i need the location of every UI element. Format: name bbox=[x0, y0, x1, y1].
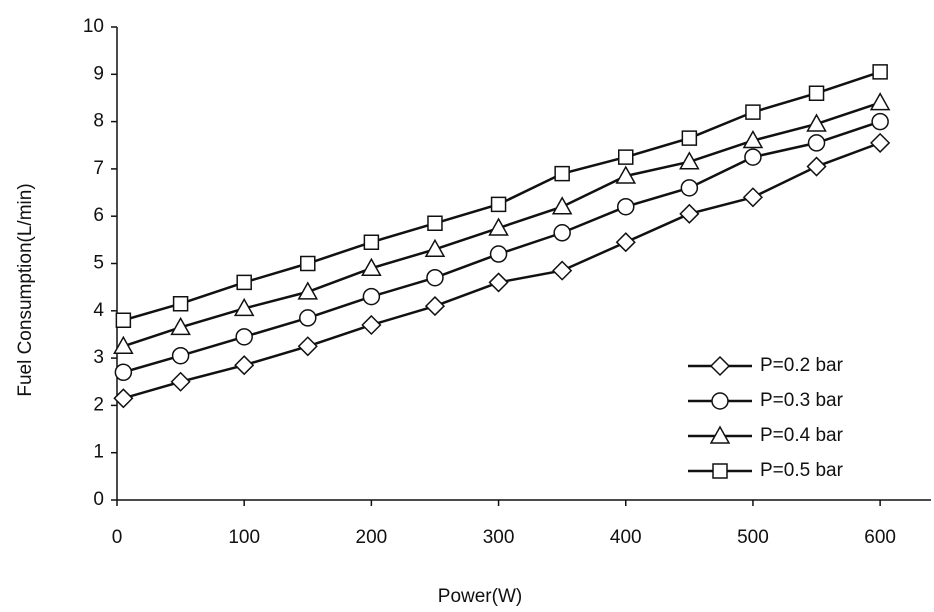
y-tick-label: 6 bbox=[93, 205, 104, 226]
marker bbox=[745, 104, 761, 120]
marker bbox=[488, 272, 509, 293]
marker bbox=[424, 238, 446, 258]
marker bbox=[490, 196, 507, 213]
marker bbox=[488, 217, 509, 236]
legend-marker bbox=[709, 355, 731, 377]
x-tick-label: 300 bbox=[483, 527, 515, 548]
marker bbox=[742, 129, 764, 149]
y-tick-label: 5 bbox=[93, 253, 104, 274]
marker bbox=[869, 92, 891, 111]
marker bbox=[361, 314, 382, 336]
marker bbox=[618, 149, 634, 165]
marker bbox=[171, 346, 190, 365]
marker bbox=[235, 328, 253, 346]
y-tick-label: 10 bbox=[83, 16, 104, 37]
marker bbox=[172, 295, 189, 312]
marker bbox=[617, 197, 635, 216]
legend-marker bbox=[711, 392, 729, 410]
marker bbox=[615, 232, 636, 253]
y-tick-label: 7 bbox=[93, 158, 104, 179]
marker bbox=[807, 134, 826, 152]
marker bbox=[806, 156, 827, 177]
marker bbox=[489, 245, 508, 263]
legend-marker bbox=[712, 463, 728, 479]
x-tick-label: 0 bbox=[112, 527, 123, 548]
legend-label: P=0.5 bar bbox=[760, 460, 844, 481]
marker bbox=[552, 260, 573, 281]
marker bbox=[679, 151, 700, 170]
marker bbox=[744, 148, 762, 166]
legend-label: P=0.3 bar bbox=[760, 390, 844, 411]
marker bbox=[742, 187, 763, 208]
marker bbox=[300, 255, 316, 272]
x-tick-label: 500 bbox=[737, 527, 769, 548]
marker bbox=[170, 316, 191, 336]
marker bbox=[363, 234, 380, 250]
legend-label: P=0.4 bar bbox=[760, 425, 844, 446]
x-tick-label: 200 bbox=[356, 527, 388, 548]
marker bbox=[427, 215, 443, 232]
marker bbox=[297, 336, 318, 357]
marker bbox=[297, 281, 319, 300]
marker bbox=[113, 388, 134, 409]
y-tick-label: 9 bbox=[93, 63, 104, 84]
marker bbox=[808, 85, 825, 101]
x-axis-label: Power(W) bbox=[438, 586, 522, 607]
y-tick-label: 8 bbox=[93, 111, 104, 132]
marker bbox=[114, 363, 133, 382]
marker bbox=[679, 203, 700, 224]
marker bbox=[554, 165, 570, 182]
y-tick-label: 0 bbox=[93, 489, 104, 510]
marker bbox=[871, 112, 889, 131]
marker bbox=[806, 113, 827, 132]
y-tick-label: 2 bbox=[93, 394, 104, 415]
marker bbox=[170, 371, 191, 392]
y-tick-label: 4 bbox=[93, 300, 104, 321]
marker bbox=[362, 287, 381, 306]
marker bbox=[426, 268, 444, 287]
marker bbox=[424, 296, 446, 317]
marker bbox=[870, 132, 891, 153]
x-tick-label: 100 bbox=[228, 527, 260, 548]
marker bbox=[872, 64, 888, 80]
marker bbox=[115, 312, 132, 329]
marker bbox=[234, 355, 255, 376]
marker bbox=[551, 196, 573, 215]
legend-label: P=0.2 bar bbox=[760, 355, 844, 376]
marker bbox=[299, 309, 317, 327]
marker bbox=[361, 257, 382, 276]
y-tick-label: 1 bbox=[93, 442, 104, 463]
marker bbox=[681, 130, 698, 146]
y-tick-label: 3 bbox=[93, 347, 104, 368]
x-tick-label: 600 bbox=[864, 527, 896, 548]
marker bbox=[236, 274, 252, 291]
y-axis-label: Fuel Consumption(L/min) bbox=[15, 183, 36, 396]
legend-marker bbox=[709, 425, 731, 444]
marker bbox=[680, 179, 699, 197]
marker bbox=[615, 165, 637, 184]
marker bbox=[553, 224, 571, 242]
marker bbox=[233, 297, 255, 317]
marker bbox=[113, 335, 134, 355]
x-tick-label: 400 bbox=[610, 527, 642, 548]
